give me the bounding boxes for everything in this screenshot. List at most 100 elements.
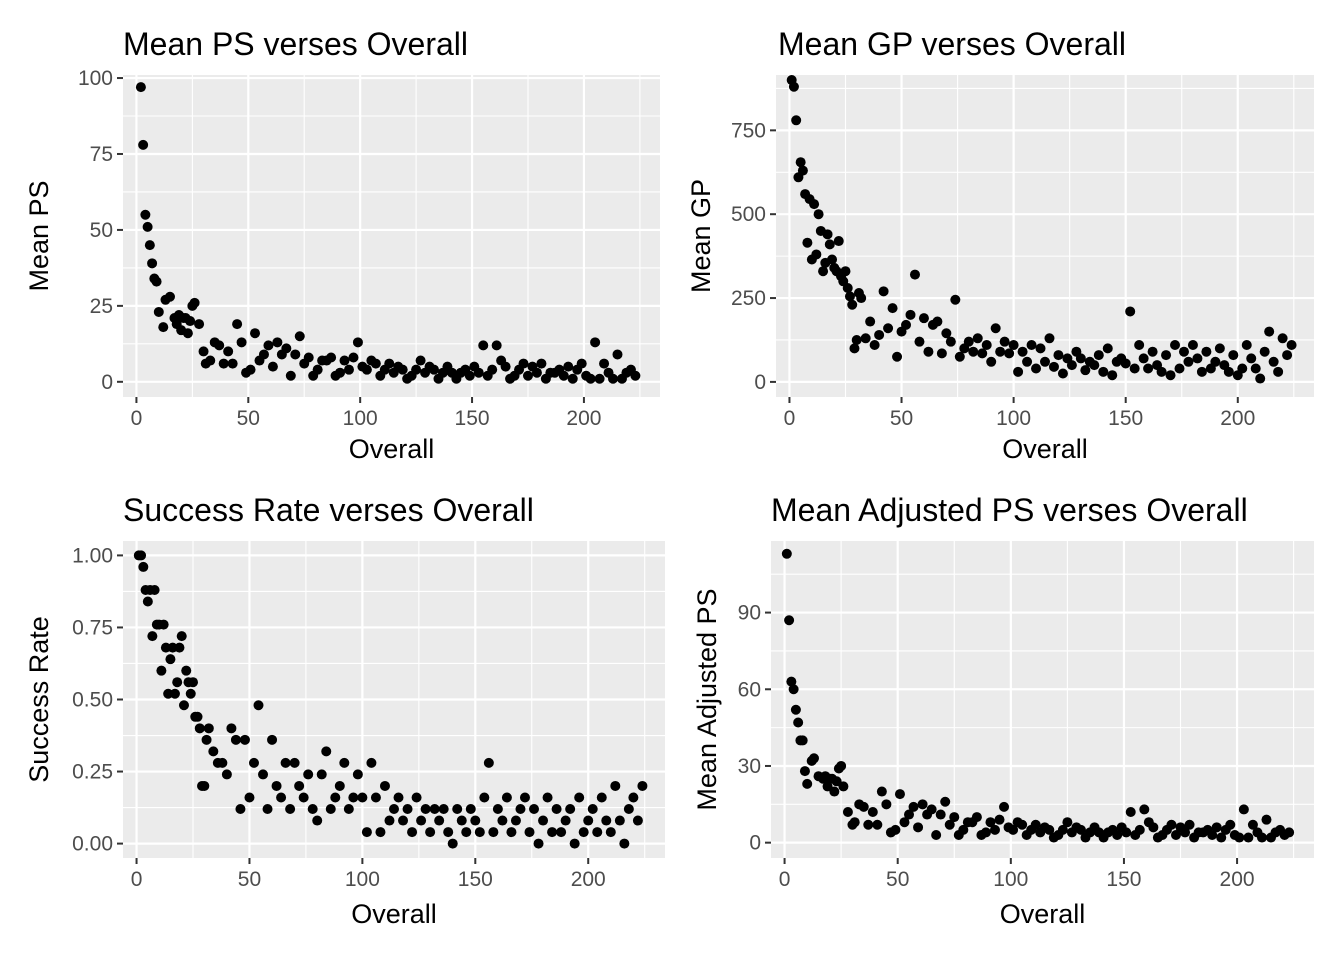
data-point <box>1035 343 1046 354</box>
x-tick-label: 0 <box>779 868 791 891</box>
data-point <box>214 340 225 351</box>
data-point <box>623 804 634 815</box>
data-point <box>567 373 578 384</box>
data-point <box>1247 819 1258 830</box>
data-point <box>1102 343 1113 354</box>
data-point <box>809 199 820 210</box>
data-point <box>1030 819 1041 830</box>
data-point <box>822 781 833 792</box>
data-point <box>797 735 808 746</box>
data-point <box>1044 333 1055 344</box>
data-point <box>142 596 153 607</box>
y-tick-label: 25 <box>90 295 113 318</box>
data-point <box>818 266 829 277</box>
data-point <box>487 364 498 375</box>
y-axis-label: Mean Adjusted PS <box>692 588 722 810</box>
data-point <box>842 806 853 817</box>
data-point <box>398 815 409 826</box>
data-point <box>1261 814 1272 825</box>
data-point <box>334 780 345 791</box>
data-point <box>556 827 567 838</box>
data-point <box>963 336 974 347</box>
data-point <box>194 723 205 734</box>
x-tick-label: 200 <box>1220 868 1255 891</box>
data-point <box>781 548 792 559</box>
data-point <box>136 550 147 561</box>
data-point <box>217 757 228 768</box>
data-point <box>874 329 885 340</box>
data-point <box>158 619 169 630</box>
data-point <box>985 817 996 828</box>
x-tick-label: 100 <box>343 407 378 430</box>
data-point <box>863 819 874 830</box>
data-point <box>918 313 929 324</box>
data-point <box>923 346 934 357</box>
data-point <box>456 815 467 826</box>
data-point <box>208 746 219 757</box>
data-point <box>538 815 549 826</box>
chart-panel-2: 0 50 100 150 200 0 250 500 750 Mean GP verses Ove… <box>686 26 1314 464</box>
data-point <box>899 817 910 828</box>
data-point <box>914 336 925 347</box>
data-point <box>188 677 199 688</box>
y-tick-label: 90 <box>738 602 761 625</box>
data-point <box>285 804 296 815</box>
data-point <box>491 340 502 351</box>
y-axis-label: Mean GP <box>686 179 716 293</box>
data-point <box>968 346 979 357</box>
data-point <box>931 829 942 840</box>
data-point <box>972 333 983 344</box>
data-point <box>303 769 314 780</box>
data-point <box>592 827 603 838</box>
data-point <box>164 291 175 302</box>
data-point <box>802 237 813 248</box>
data-point <box>1178 346 1189 357</box>
data-point <box>558 370 569 381</box>
data-point <box>949 812 960 823</box>
data-point <box>245 364 256 375</box>
data-point <box>411 792 422 803</box>
data-point <box>488 827 499 838</box>
data-point <box>464 370 475 381</box>
data-point <box>307 804 318 815</box>
data-point <box>1148 822 1159 833</box>
data-point <box>1057 824 1068 835</box>
data-point <box>1040 356 1050 367</box>
x-axis-label: Overall <box>351 899 437 929</box>
data-point <box>1282 350 1293 361</box>
data-point <box>335 367 346 378</box>
data-point <box>483 757 494 768</box>
data-point <box>1216 832 1227 843</box>
data-point <box>1008 824 1019 835</box>
data-point <box>628 792 639 803</box>
data-point <box>221 769 232 780</box>
data-point <box>999 801 1010 812</box>
y-tick-label: 0.00 <box>72 833 113 856</box>
data-point <box>1223 366 1234 377</box>
chart-title: Mean GP verses Overall <box>778 26 1126 62</box>
data-point <box>1075 353 1086 364</box>
data-point <box>883 323 894 334</box>
x-tick-label: 100 <box>345 868 380 891</box>
data-point <box>905 309 916 320</box>
data-point <box>239 734 250 745</box>
data-point <box>452 804 463 815</box>
data-point <box>529 804 540 815</box>
data-point <box>205 355 216 366</box>
data-point <box>904 809 915 820</box>
data-point <box>790 704 801 715</box>
data-point <box>1165 370 1176 381</box>
data-point <box>908 801 919 812</box>
data-point <box>844 291 855 302</box>
data-point <box>1170 829 1181 840</box>
data-point <box>1139 804 1150 815</box>
data-point <box>1273 366 1284 377</box>
y-tick-label: 60 <box>738 678 761 701</box>
data-point <box>932 316 943 327</box>
data-point <box>1129 363 1140 374</box>
x-tick-label: 200 <box>1220 407 1255 430</box>
data-point <box>375 827 386 838</box>
data-point <box>366 757 377 768</box>
data-point <box>199 780 210 791</box>
data-point <box>393 792 404 803</box>
